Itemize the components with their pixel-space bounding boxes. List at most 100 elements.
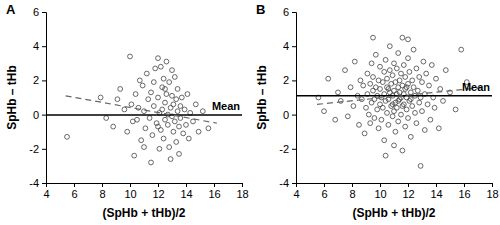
- x-tick-mark: [130, 183, 131, 187]
- point: [380, 80, 385, 85]
- point: [373, 52, 378, 57]
- point: [111, 124, 116, 129]
- y-tick-mark: [292, 183, 296, 184]
- point: [365, 71, 370, 76]
- x-tick-label: 4: [43, 188, 49, 200]
- point: [413, 110, 418, 115]
- y-axis-line: [42, 13, 47, 184]
- point: [368, 121, 373, 126]
- point: [432, 105, 437, 110]
- point: [135, 117, 140, 122]
- point: [348, 85, 353, 90]
- point: [385, 110, 390, 115]
- point: [382, 138, 387, 143]
- point: [392, 143, 397, 148]
- point: [161, 136, 166, 141]
- y-tick-mark: [292, 80, 296, 81]
- x-tick-label: 16: [208, 188, 220, 200]
- y-tick: -4: [279, 177, 296, 189]
- point: [403, 75, 408, 80]
- point: [386, 122, 391, 127]
- point: [345, 114, 350, 119]
- point: [385, 76, 390, 81]
- x-tick-mark: [464, 183, 465, 187]
- point: [186, 136, 191, 141]
- point: [128, 54, 133, 59]
- y-tick-mark: [42, 149, 46, 150]
- point: [411, 85, 416, 90]
- y-axis-title: SpHb – tHb: [255, 65, 269, 130]
- point: [156, 124, 161, 129]
- x-tick: 4: [293, 183, 299, 200]
- point: [393, 129, 398, 134]
- panel: A4681012141618-4-20246(SpHb + tHb)/2SpHb…: [5, 2, 249, 220]
- point: [400, 148, 405, 153]
- point: [142, 145, 147, 150]
- x-tick-label: 8: [99, 188, 105, 200]
- x-axis-title: (SpHb + tHb)/2: [353, 206, 436, 220]
- point: [408, 134, 413, 139]
- point: [153, 66, 158, 71]
- x-tick-label: 14: [180, 188, 192, 200]
- x-tick-label: 6: [321, 188, 327, 200]
- point: [357, 122, 362, 127]
- point: [392, 61, 397, 66]
- x-tick: 10: [124, 183, 136, 200]
- x-tick-label: 18: [486, 188, 498, 200]
- x-axis-line: [297, 184, 493, 188]
- trend-line: [317, 87, 485, 104]
- x-tick-mark: [408, 183, 409, 187]
- point: [404, 85, 409, 90]
- x-axis: 4 6 8 10 12 14 16 18: [43, 183, 248, 200]
- x-tick: 16: [208, 183, 220, 200]
- y-tick-mark: [42, 46, 46, 47]
- point: [459, 47, 464, 52]
- point: [185, 92, 190, 97]
- point: [156, 56, 161, 61]
- y-tick-label: -2: [279, 143, 289, 155]
- x-tick: 18: [236, 183, 248, 200]
- point: [399, 71, 404, 76]
- point: [368, 81, 373, 86]
- x-tick-label: 6: [71, 188, 77, 200]
- x-tick-label: 12: [402, 188, 414, 200]
- point: [336, 90, 341, 95]
- point: [376, 126, 381, 131]
- x-tick: 14: [180, 183, 192, 200]
- point: [406, 37, 411, 42]
- point: [396, 99, 401, 104]
- point: [149, 90, 154, 95]
- point: [414, 121, 419, 126]
- point: [436, 126, 441, 131]
- y-tick: 0: [283, 109, 296, 121]
- point: [161, 76, 166, 81]
- y-tick-label: 6: [33, 6, 39, 18]
- point: [403, 124, 408, 129]
- panel-title: B: [256, 2, 265, 17]
- point: [352, 59, 357, 64]
- point: [333, 117, 338, 122]
- point: [400, 104, 405, 109]
- y-tick-label: -4: [279, 177, 289, 189]
- point: [177, 152, 182, 157]
- point: [139, 138, 144, 143]
- point: [379, 117, 384, 122]
- point: [390, 102, 395, 107]
- point: [171, 102, 176, 107]
- y-tick-label: 4: [33, 40, 39, 52]
- point: [168, 157, 173, 162]
- y-tick: 6: [283, 6, 296, 18]
- point: [182, 107, 187, 112]
- x-tick-mark: [158, 183, 159, 187]
- x-tick: 6: [71, 183, 77, 200]
- point: [415, 88, 420, 93]
- y-tick: 2: [33, 74, 46, 86]
- point: [158, 64, 163, 69]
- plot-area: [296, 35, 492, 168]
- point: [151, 104, 156, 109]
- point: [427, 83, 432, 88]
- x-tick-label: 16: [458, 188, 470, 200]
- x-tick: 12: [152, 183, 164, 200]
- point: [157, 146, 162, 151]
- y-tick-mark: [42, 183, 46, 184]
